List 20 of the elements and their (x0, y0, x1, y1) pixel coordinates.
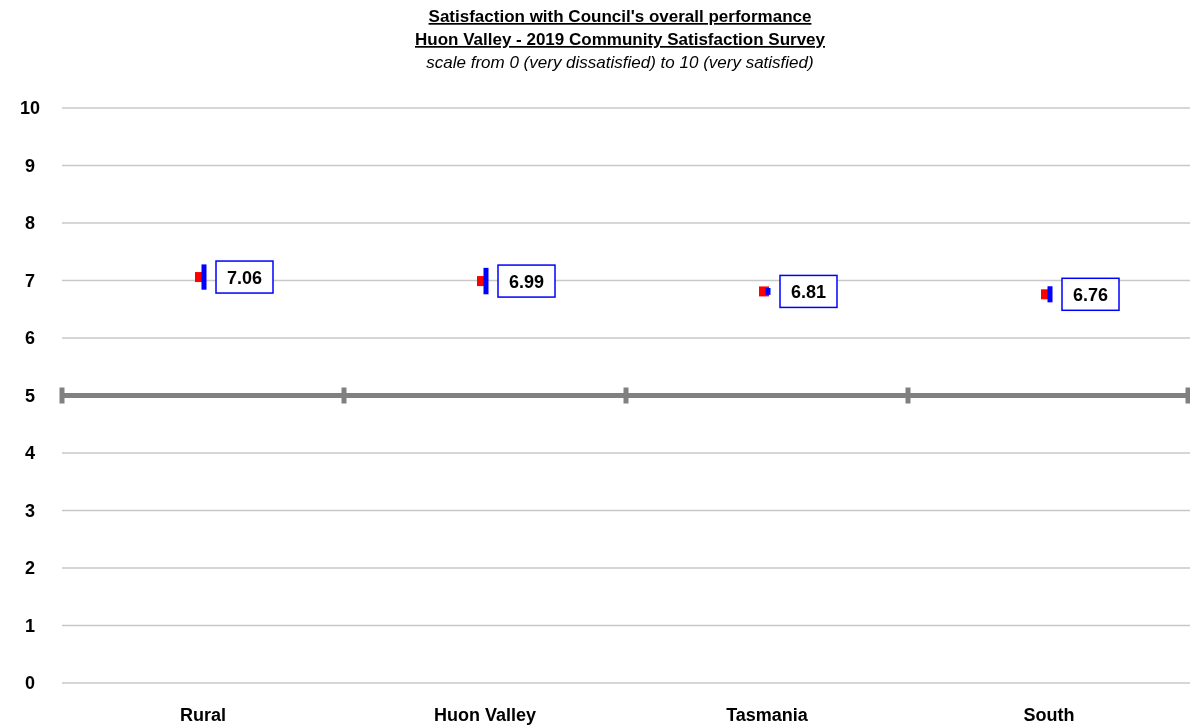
x-tick-label: Tasmania (726, 705, 809, 725)
y-tick-label: 8 (24, 213, 36, 233)
y-tick-label: 1 (24, 615, 36, 636)
x-tick-label: South (1023, 705, 1075, 725)
data-label: 6.99 (508, 272, 545, 293)
y-tick-label: 7 (24, 270, 36, 291)
x-tick-label: Huon Valley (433, 705, 537, 725)
data-label: 6.76 (1072, 285, 1109, 306)
data-label: 6.81 (790, 282, 827, 303)
y-tick-label: 4 (24, 443, 36, 463)
data-label: 7.06 (226, 268, 263, 289)
y-tick-label: 9 (24, 155, 36, 176)
y-tick-label: 3 (24, 500, 36, 521)
y-tick-label: 6 (24, 328, 36, 348)
chart-subtitle: scale from 0 (very dissatisfied) to 10 (very satisfied) (426, 53, 814, 72)
x-tick-label: Rural (179, 705, 227, 725)
y-tick-label: 0 (24, 673, 36, 693)
y-tick-label: 10 (19, 98, 41, 118)
y-tick-label: 5 (24, 385, 36, 406)
y-tick-label: 2 (24, 558, 36, 578)
